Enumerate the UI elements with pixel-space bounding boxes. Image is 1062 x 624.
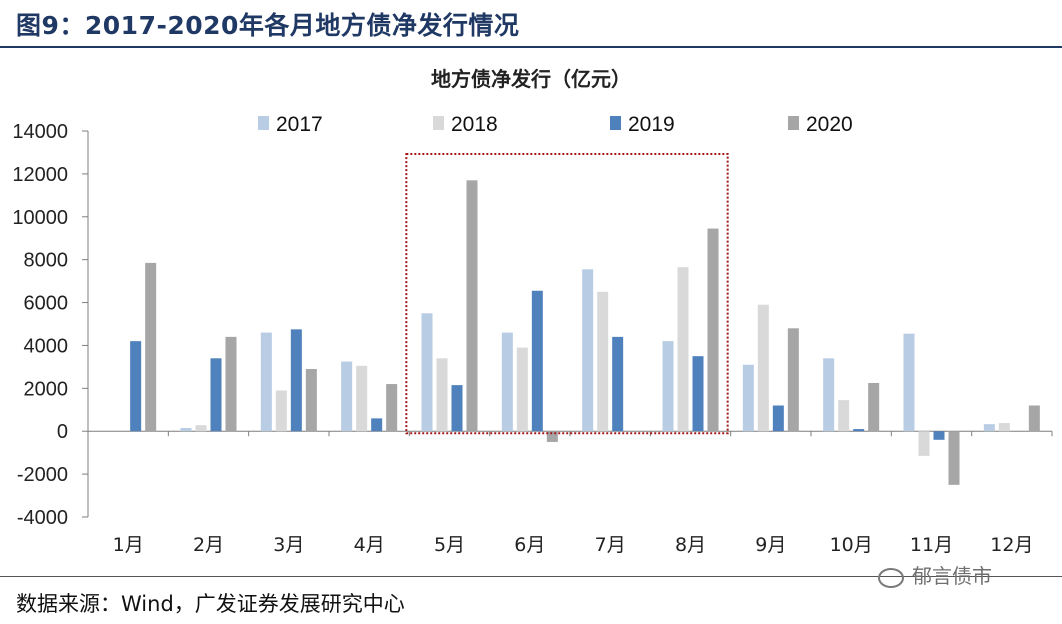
bar-2018-6月	[516, 347, 528, 432]
x-tick-label: 5月	[434, 534, 465, 556]
bar-2017-4月	[341, 361, 353, 432]
y-tick-label: 2000	[24, 378, 69, 400]
y-tick-label: 0	[57, 421, 68, 443]
bar-2020-3月	[305, 369, 317, 432]
bar-2018-8月	[677, 267, 689, 432]
title-rule	[0, 46, 1062, 48]
y-tick-label: 10000	[12, 207, 68, 229]
bar-2020-12月	[1028, 405, 1040, 432]
legend-swatch-2020	[788, 116, 799, 130]
bar-2019-3月	[290, 329, 302, 432]
wechat-icon	[878, 567, 904, 588]
y-tick-label: 8000	[24, 250, 69, 272]
bar-2020-10月	[868, 382, 880, 432]
net-issuance-bar-chart: 地方债净发行（亿元） 2017 2018 2019 2020 14000 12000 10…	[12, 67, 1053, 556]
x-tick-label: 6月	[514, 534, 545, 556]
bar-2017-3月	[260, 332, 272, 432]
highlight-box	[405, 153, 729, 435]
x-tick-label: 8月	[675, 534, 706, 556]
bar-2017-5月	[421, 313, 433, 432]
x-axis: 1月 2月 3月 4月 5月 6月 7月 8月 9月 10月 11月 12月	[87, 430, 1053, 556]
y-tick-label: -2000	[17, 464, 68, 486]
bar-2018-10月	[838, 400, 850, 432]
legend-label: 2017	[276, 113, 323, 136]
bar-2019-7月	[612, 336, 624, 432]
footer-rule	[0, 576, 1062, 577]
x-tick-label: 1月	[113, 534, 144, 556]
y-axis: 14000 12000 10000 8000 6000 4000 2000 0 -2000 -40…	[12, 121, 89, 529]
bar-2019-2月	[210, 358, 222, 432]
bar-2019-6月	[531, 290, 543, 432]
source-note: 数据来源：Wind，广发证券发展研究中心	[16, 592, 405, 616]
bar-2018-9月	[757, 304, 769, 432]
bar-2017-8月	[662, 341, 674, 432]
bar-2020-9月	[787, 328, 799, 432]
bar-2018-5月	[436, 358, 448, 432]
bar-2019-10月	[853, 429, 865, 432]
bar-2019-9月	[772, 405, 784, 432]
y-tick-label: 12000	[12, 164, 68, 186]
x-tick-label: 7月	[595, 534, 626, 556]
legend-label: 2018	[451, 113, 498, 136]
bar-2018-3月	[275, 390, 287, 432]
bar-2019-5月	[451, 385, 463, 432]
legend-label: 2020	[806, 113, 853, 136]
chart-title: 地方债净发行（亿元）	[431, 67, 631, 91]
legend-swatch-2018	[433, 116, 444, 130]
bar-2018-12月	[998, 423, 1010, 432]
highlight-rect	[405, 153, 729, 435]
bar-2020-4月	[386, 384, 398, 432]
bar-2018-2月	[195, 425, 207, 432]
x-tick-label: 11月	[910, 534, 953, 556]
bar-2019-11月	[933, 431, 945, 440]
legend-swatch-2017	[258, 116, 269, 130]
bar-2017-12月	[983, 424, 995, 432]
y-tick-label: -4000	[17, 507, 68, 529]
bar-2020-5月	[466, 180, 478, 432]
bar-2019-4月	[371, 418, 383, 432]
y-tick-label: 4000	[24, 335, 69, 357]
watermark-text: 郁言债市	[912, 564, 992, 588]
bar-2020-6月	[546, 431, 558, 442]
bar-2017-10月	[823, 358, 835, 432]
bars	[130, 180, 1040, 485]
bar-2017-6月	[501, 332, 513, 432]
x-tick-label: 4月	[354, 534, 385, 556]
legend-label: 2019	[628, 113, 675, 136]
figure-title: 图9：2017-2020年各月地方债净发行情况	[16, 11, 520, 40]
x-tick-label: 10月	[830, 534, 873, 556]
legend: 2017 2018 2019 2020	[258, 113, 853, 136]
legend-swatch-2019	[610, 116, 621, 130]
bar-2020-11月	[948, 431, 960, 485]
x-tick-label: 12月	[990, 534, 1033, 556]
y-tick-label: 14000	[12, 121, 68, 143]
bar-2020-1月	[145, 262, 157, 432]
x-tick-label: 3月	[273, 534, 304, 556]
bar-2017-9月	[742, 364, 754, 432]
bar-2018-7月	[597, 291, 609, 432]
bar-2019-8月	[692, 356, 704, 432]
bar-2017-7月	[582, 269, 594, 432]
watermark: 郁言债市	[878, 560, 992, 589]
bar-2018-4月	[356, 365, 368, 432]
bar-2017-11月	[903, 333, 915, 432]
x-tick-label: 2月	[193, 534, 224, 556]
bar-2020-2月	[225, 336, 237, 432]
y-tick-label: 6000	[24, 293, 69, 315]
bar-2017-2月	[180, 428, 192, 432]
bar-2020-8月	[707, 228, 719, 432]
bar-2019-1月	[130, 341, 142, 432]
bar-2018-11月	[918, 431, 930, 456]
x-tick-label: 9月	[755, 534, 786, 556]
